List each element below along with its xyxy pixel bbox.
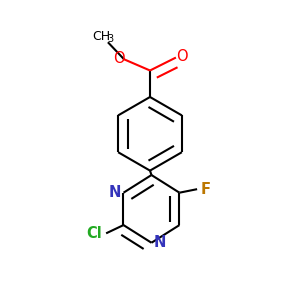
- Text: CH: CH: [92, 30, 110, 43]
- Text: N: N: [109, 185, 122, 200]
- Text: N: N: [154, 235, 166, 250]
- Text: Cl: Cl: [86, 226, 102, 241]
- Text: O: O: [113, 51, 124, 66]
- Text: O: O: [177, 50, 188, 64]
- Text: F: F: [201, 182, 211, 197]
- Text: 3: 3: [107, 34, 113, 44]
